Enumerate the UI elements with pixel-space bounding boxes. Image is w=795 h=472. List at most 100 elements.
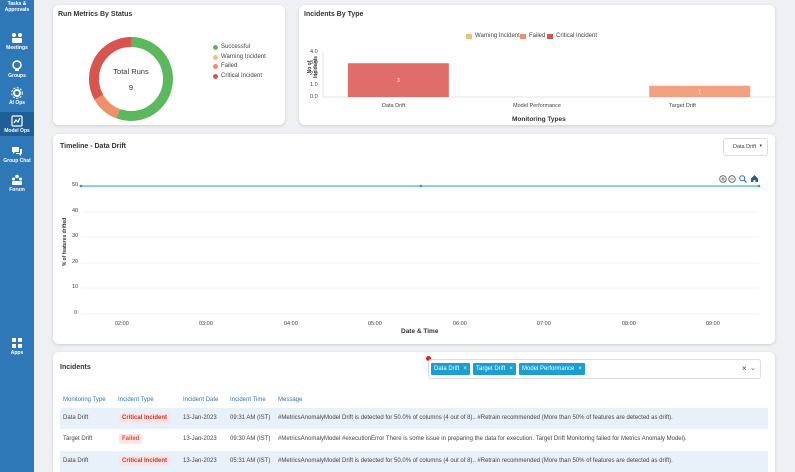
cell-monitoring-type: Data Drift [63,458,89,464]
legend-failed[interactable]: Failed [213,63,237,69]
sidebar-item-ai-ops[interactable]: AI Ops [0,87,34,107]
sidebar-item-apps[interactable]: Apps [0,337,34,357]
ai-ops-icon [11,87,23,99]
apps-icon [12,338,22,348]
cell-date: 13-Jan-2023 [183,458,217,464]
clear-icon[interactable]: × [742,364,747,373]
status-badge: Failed [119,434,143,444]
table-row[interactable]: Data Drift Critical Incident 13-Jan-2023… [60,408,768,429]
run-metrics-title: Run Metrics By Status [58,11,133,18]
tag-label: Model Performance [522,366,575,372]
legend-warning[interactable]: Warning Incident [466,33,520,39]
sidebar-item-group-chat[interactable]: Group Chat [0,145,34,165]
table-row[interactable]: Target Drift Failed 13-Jan-2023 09:30 AM… [60,429,768,450]
legend-label: Failed [529,33,546,39]
donut-slice-critical [89,37,173,121]
y-tick: 4.0 [310,49,318,55]
cell-time: 05:31 AM (IST) [230,458,271,464]
legend-label: Successful [221,44,251,50]
y-tick: 2.0 [310,71,318,77]
legend-failed[interactable]: Failed [520,33,545,39]
sidebar-item-label: Model Ops [4,128,30,134]
donut-center-value: 9 [128,83,134,92]
close-icon[interactable]: × [463,366,467,372]
group-chat-icon [12,147,22,156]
chevron-down-icon[interactable]: ⌄ [750,365,756,372]
sidebar-item-tasks[interactable]: Tasks & Approvals [0,0,34,24]
filter-tag[interactable]: Model Performance × [519,363,585,375]
y-tick: 10 [72,284,79,290]
column-header[interactable]: Incident Date [183,397,219,403]
incidents-title: Incidents [60,364,91,371]
legend-swatch [547,33,553,39]
sidebar-item-groups[interactable]: Groups [0,60,34,80]
column-header[interactable]: Message [278,397,303,403]
groups-icon [12,60,22,71]
table-row[interactable]: Data Drift Critical Incident 13-Jan-2023… [60,451,768,472]
filter-tag[interactable]: Target Drift × [473,363,516,375]
incidents-by-type-card: Incidents By Type Warning Incident Faile… [299,5,775,125]
legend-label: Warning Incident [475,33,520,39]
run-metrics-donut [89,37,173,121]
x-tick: 04:00 [284,321,298,327]
legend-successful[interactable]: Successful [213,44,250,50]
y-tick: 30 [72,233,79,239]
x-tick: 03:00 [199,321,213,327]
cell-monitoring-type: Target Drift [63,436,93,442]
bar-data-drift[interactable] [347,63,449,97]
chevron-down-icon: ▾ [759,143,762,149]
cell-date: 13-Jan-2023 [183,415,217,421]
dropdown-value: Data Drift [733,144,757,150]
incidents-bar-chart: 31 [322,52,775,98]
sidebar-item-model-ops[interactable]: Model Ops [0,112,34,136]
status-badge: Critical Incident [119,456,171,466]
forum-icon [12,174,22,185]
legend-critical[interactable]: Critical Incident [213,73,262,79]
bar-data-label: 1 [698,89,701,95]
y-tick: 0.0 [310,94,318,100]
legend-label: Failed [221,63,238,69]
column-header[interactable]: Monitoring Type [63,397,106,403]
x-tick: Target Drift [669,103,696,109]
cell-message: #MetricsAnomalyModel #executionError The… [278,436,687,442]
donut-center-label: Total Runs [113,67,149,76]
tag-label: Target Drift [476,366,506,372]
column-header[interactable]: Incident Type [118,397,154,403]
timeline-line-chart [79,184,761,315]
timeline-dropdown[interactable]: Data Drift ▾ [723,138,768,156]
legend-critical[interactable]: Critical Incident [547,33,597,39]
close-icon[interactable]: × [509,366,513,372]
sidebar-item-label: Groups [8,73,26,79]
column-header[interactable]: Incident Time [230,397,266,403]
cell-monitoring-type: Data Drift [63,415,89,421]
x-tick: Data Drift [382,103,406,109]
legend-swatch [520,33,526,39]
x-axis-label: Date & Time [401,328,439,335]
x-tick: 06:00 [453,321,467,327]
filter-tag[interactable]: Data Drift × [431,363,470,375]
y-tick: 1.0 [310,82,318,88]
timeline-title: Timeline - Data Drift [60,143,126,150]
x-tick: 09:00 [706,321,720,327]
legend-swatch [213,73,218,79]
close-icon[interactable]: × [578,366,582,372]
data-point[interactable] [757,184,761,188]
x-tick: 05:00 [368,321,382,327]
magnifier-icon[interactable] [739,175,747,183]
home-icon[interactable] [750,174,759,183]
sidebar-item-forum[interactable]: Forum [0,174,34,194]
zoom-in-icon[interactable] [719,175,727,183]
legend-warning[interactable]: Warning Incident [213,54,266,60]
sidebar-item-meetings[interactable]: Meetings [0,32,34,52]
legend-swatch [213,63,218,69]
bar-target-drift[interactable] [649,85,751,97]
timeline-card: Timeline - Data Drift Data Drift ▾ % of … [53,134,775,344]
zoom-out-icon[interactable] [728,175,736,183]
data-point[interactable] [419,184,423,188]
x-axis-label: Monitoring Types [512,116,566,123]
y-tick: 3.0 [310,60,318,66]
legend-label: Critical Incident [221,73,263,79]
sidebar-item-label: Meetings [6,45,28,51]
data-point[interactable] [79,184,83,188]
y-tick: 0 [74,310,78,316]
